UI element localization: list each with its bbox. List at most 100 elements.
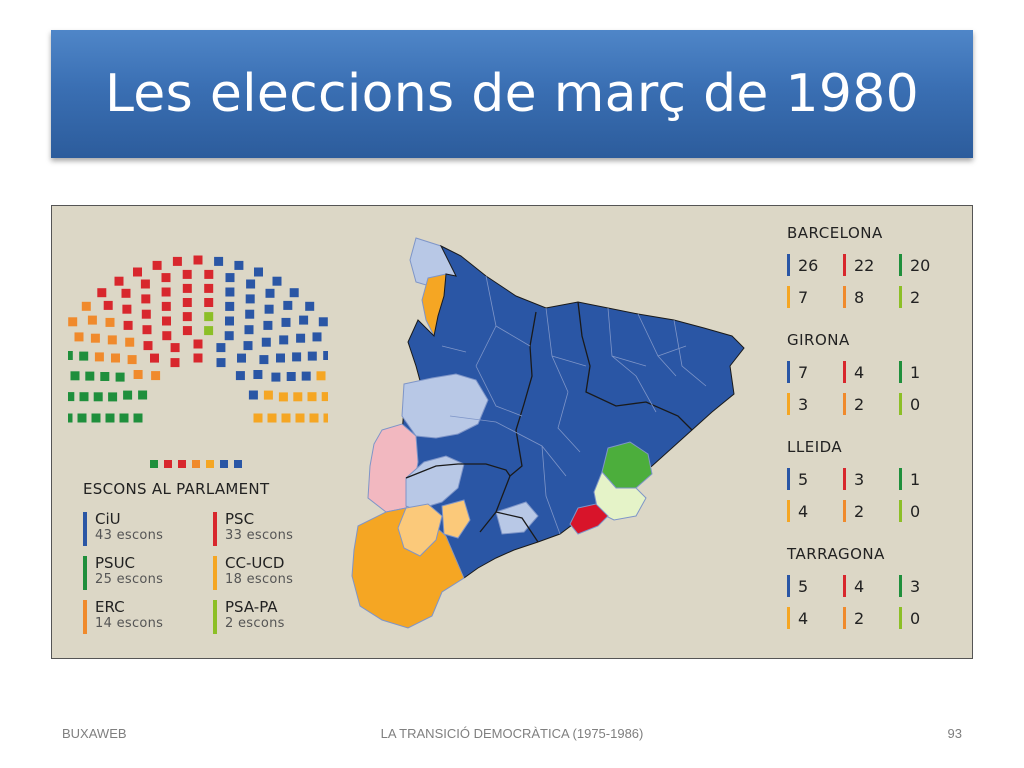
seat-ciu <box>234 260 244 270</box>
seat-psuc <box>105 413 115 423</box>
seat-count: 3 <box>854 469 865 489</box>
seat-count: 7 <box>798 287 809 307</box>
party-name: PSC <box>225 510 255 528</box>
seat-count: 1 <box>910 362 921 382</box>
seat-ciu <box>245 294 255 304</box>
seat-psc <box>204 269 214 279</box>
seat-psc <box>162 316 171 326</box>
seat-erc <box>81 301 91 311</box>
seat-psc <box>152 260 162 270</box>
seat-psc <box>161 273 171 283</box>
seat-ciu <box>225 316 234 326</box>
map-province-boundary-lleida <box>479 311 537 533</box>
seat-psuc <box>77 413 87 423</box>
seat-psc <box>170 343 180 353</box>
province-lleida: LLEIDA 5 3 1 4 2 0 <box>787 438 967 545</box>
result-cell: 20 <box>899 254 955 276</box>
seat-erc <box>87 315 97 325</box>
seat-ciu <box>283 300 293 310</box>
seat-ciu <box>237 353 246 363</box>
party-color-bar <box>213 556 217 590</box>
province-row-1: 5 3 1 <box>787 466 967 492</box>
presidency-seat <box>206 460 214 468</box>
party-seats: 18 escons <box>225 572 294 587</box>
title-bar: Les eleccions de març de 1980 <box>51 30 973 158</box>
seat-count: 0 <box>910 394 921 414</box>
party-color-tick <box>843 500 846 522</box>
seat-psc <box>172 256 182 266</box>
result-cell: 2 <box>843 500 899 522</box>
result-cell: 22 <box>843 254 899 276</box>
party-name: CiU <box>95 510 121 528</box>
seat-cc-ucd <box>316 371 326 381</box>
party-color-tick <box>843 361 846 383</box>
map-comarca-boundaries <box>441 275 707 535</box>
party-color-bar <box>83 556 87 590</box>
seat-psc <box>123 320 133 330</box>
party-name: CC-UCD <box>225 554 285 572</box>
party-color-bar <box>213 600 217 634</box>
seat-ciu <box>318 317 328 327</box>
seat-psa-pa <box>204 312 214 322</box>
party-color-tick <box>899 575 902 597</box>
map-region-catalonia-ciu <box>401 244 745 579</box>
province-row-2: 4 2 0 <box>787 498 967 524</box>
party-color-tick <box>787 500 790 522</box>
party-color-tick <box>843 468 846 490</box>
seat-psc <box>182 326 192 336</box>
party-color-tick <box>787 393 790 415</box>
seat-psc <box>103 300 113 310</box>
seat-erc <box>68 317 78 327</box>
seat-ciu <box>279 335 289 345</box>
map-region-maresme-psuc-light <box>593 471 647 521</box>
party-color-bar <box>83 512 87 546</box>
party-ciu: CiU 43 escons <box>83 510 213 546</box>
seat-ciu <box>301 371 311 381</box>
seat-ciu <box>224 331 234 341</box>
party-color-tick <box>899 361 902 383</box>
presidency-seat <box>220 460 228 468</box>
presidency-seat <box>178 460 186 468</box>
seat-erc <box>74 332 84 342</box>
seat-count: 5 <box>798 576 809 596</box>
seat-erc <box>90 333 100 343</box>
seat-count: 4 <box>798 608 809 628</box>
seat-psc <box>122 304 132 314</box>
page-number: 93 <box>947 726 962 741</box>
seat-ciu <box>245 309 255 319</box>
seat-ciu <box>276 353 285 363</box>
party-color-tick <box>843 607 846 629</box>
seat-count: 26 <box>798 255 819 275</box>
party-color-bar <box>83 600 87 634</box>
result-cell: 0 <box>899 607 955 629</box>
seat-psc <box>170 358 180 368</box>
party-seats: 33 escons <box>225 528 294 543</box>
seat-psc <box>121 288 131 298</box>
seat-count: 4 <box>854 362 865 382</box>
seat-ciu <box>225 273 235 283</box>
map-province-boundary-tarragona <box>405 463 539 543</box>
seat-ciu <box>307 351 317 361</box>
seat-ciu <box>244 325 254 335</box>
seat-ciu <box>263 320 273 330</box>
seat-count: 1 <box>910 469 921 489</box>
seat-cc-ucd <box>295 413 305 423</box>
seat-ciu <box>305 301 315 311</box>
seat-cc-ucd <box>323 413 328 423</box>
footer-left: BUXAWEB <box>62 726 127 741</box>
seat-ciu <box>289 288 299 298</box>
seat-count: 2 <box>854 394 865 414</box>
seat-count: 3 <box>910 576 921 596</box>
seat-psuc <box>91 413 101 423</box>
province-barcelona: BARCELONA 26 22 20 7 8 2 <box>787 224 967 331</box>
presidency-seat <box>150 460 158 468</box>
seat-cc-ucd <box>267 413 277 423</box>
seat-ciu <box>271 372 281 382</box>
party-seats: 43 escons <box>95 528 164 543</box>
seat-psuc <box>68 392 75 402</box>
seat-ciu <box>214 256 224 266</box>
province-girona: GIRONA 7 4 1 3 2 0 <box>787 331 967 438</box>
seat-psuc <box>108 392 118 402</box>
seat-ciu <box>216 358 226 368</box>
seat-psc <box>193 339 203 349</box>
